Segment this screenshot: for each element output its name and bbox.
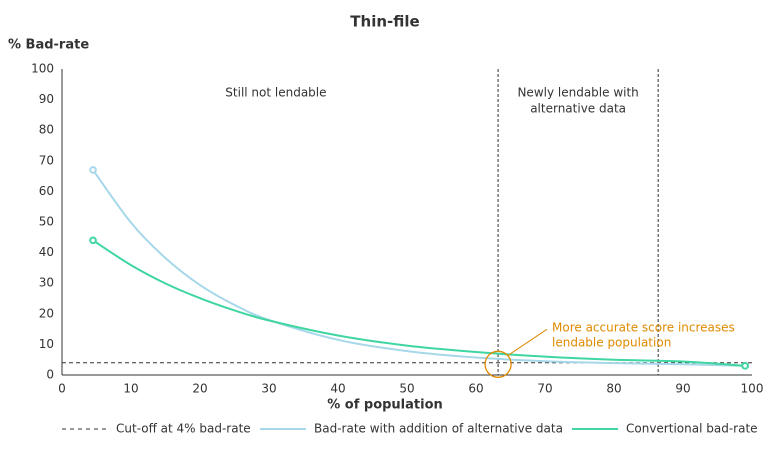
legend-label: Convertional bad-rate: [626, 422, 758, 436]
end-marker: [89, 236, 97, 245]
x-tick-label: 10: [123, 382, 138, 396]
series-line: [92, 169, 746, 367]
highlight-circle: [484, 350, 512, 378]
y-tick-label: 60: [39, 184, 54, 198]
x-tick-label: 40: [330, 382, 345, 396]
region-label: Still not lendable: [225, 86, 326, 100]
x-tick-label: 60: [468, 382, 483, 396]
x-axis-title: % of population: [327, 398, 443, 413]
legend-label: Cut-off at 4% bad-rate: [116, 422, 251, 436]
region-label: alternative data: [530, 102, 626, 116]
series-line: [92, 239, 746, 367]
y-tick-label: 20: [39, 306, 54, 320]
x-tick-label: 90: [675, 382, 690, 396]
highlight-label: lendable population: [552, 336, 671, 350]
end-marker: [741, 362, 749, 370]
y-tick-label: 40: [39, 245, 54, 259]
y-tick-label: 70: [39, 153, 54, 167]
x-tick-label: 80: [606, 382, 621, 396]
chart-title: Thin-file: [350, 13, 419, 31]
y-tick-label: 100: [31, 62, 54, 76]
legend-label: Bad-rate with addition of alternative da…: [314, 422, 563, 436]
x-tick-label: 100: [741, 382, 764, 396]
highlight-label: More accurate score increases: [552, 321, 735, 335]
y-tick-label: 90: [39, 92, 54, 106]
x-tick-label: 30: [261, 382, 276, 396]
y-tick-label: 0: [46, 368, 54, 382]
region-label: Newly lendable with: [517, 86, 638, 100]
y-tick-label: 30: [39, 276, 54, 290]
y-axis-title: % Bad-rate: [8, 38, 89, 53]
highlight-pointer: [507, 328, 548, 356]
y-tick-label: 50: [39, 215, 54, 229]
x-tick-label: 50: [399, 382, 414, 396]
y-tick-label: 10: [39, 337, 54, 351]
end-marker: [89, 166, 97, 174]
y-tick-label: 80: [39, 123, 54, 137]
x-tick-label: 70: [537, 382, 552, 396]
x-tick-label: 0: [58, 382, 66, 396]
x-tick-label: 20: [192, 382, 207, 396]
